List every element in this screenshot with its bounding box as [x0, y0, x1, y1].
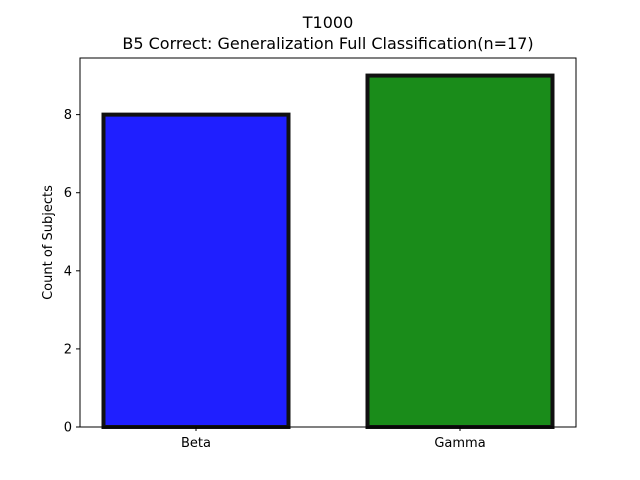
chart-subtitle: B5 Correct: Generalization Full Classifi… — [122, 34, 533, 53]
x-axis-ticks: Beta Gamma — [181, 427, 486, 451]
x-tick-label-gamma: Gamma — [434, 436, 485, 451]
y-tick-label: 6 — [64, 186, 72, 201]
y-tick-label: 8 — [64, 108, 72, 123]
y-axis-label: Count of Subjects — [41, 185, 56, 300]
y-tick-label: 0 — [64, 421, 72, 436]
x-tick-label-beta: Beta — [181, 436, 211, 451]
plot-frame — [79, 57, 577, 428]
chart-title: T1000 — [302, 13, 354, 32]
bar-gamma — [365, 73, 555, 429]
y-tick-label: 2 — [64, 342, 72, 357]
bars-group — [101, 73, 555, 429]
y-tick-label: 4 — [64, 264, 72, 279]
y-axis-ticks: 0 2 4 6 8 — [64, 108, 80, 436]
bar-beta — [101, 112, 291, 429]
